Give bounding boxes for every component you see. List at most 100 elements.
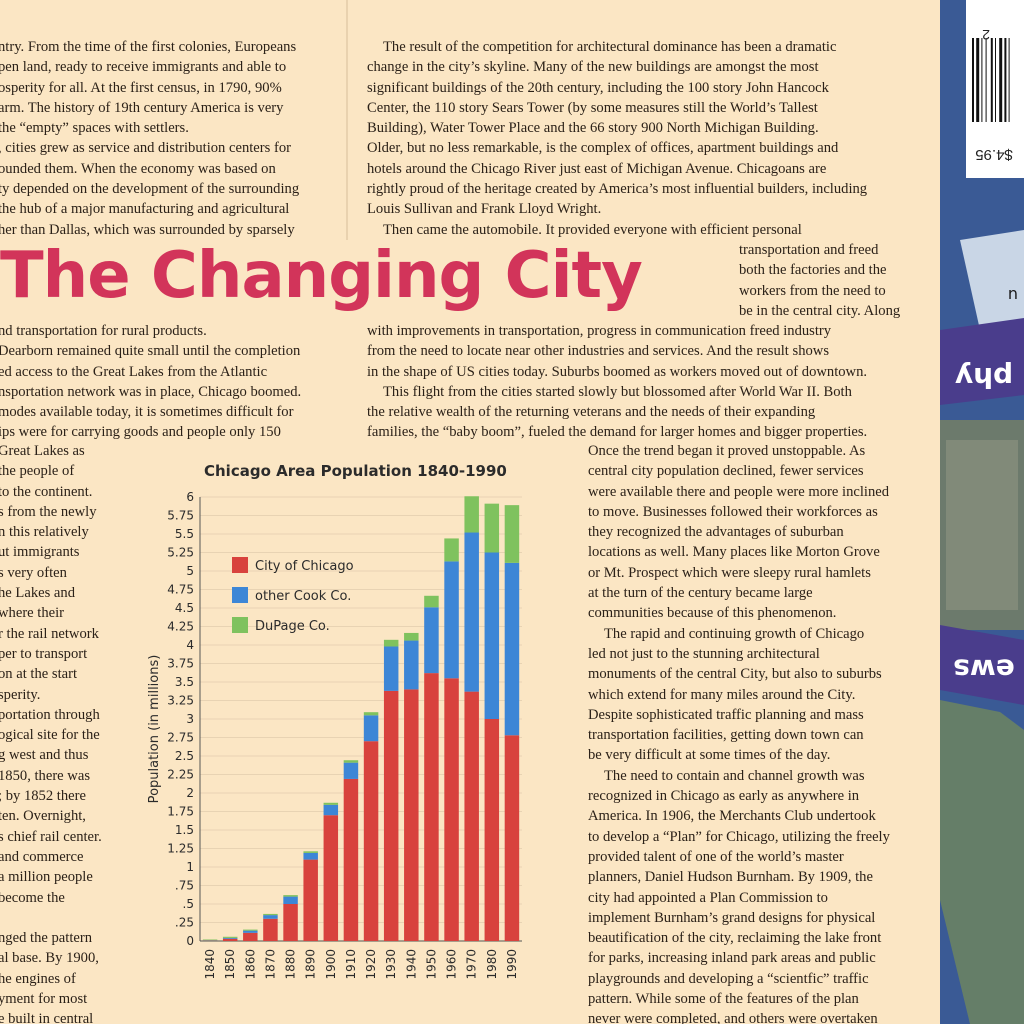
bar-1980-2 xyxy=(484,503,500,553)
price-text: $4.95 xyxy=(975,146,1013,163)
text-line: they recognized the advantages of suburb… xyxy=(588,524,844,541)
bar-1860-2 xyxy=(243,929,258,931)
text-line: ; by 1852 there xyxy=(0,788,86,805)
legend-swatch xyxy=(232,587,248,603)
bar-1880-2 xyxy=(283,895,298,897)
text-line: The need to contain and channel growth w… xyxy=(604,767,865,784)
barcode-stripe xyxy=(976,38,980,122)
bar-1850-2 xyxy=(222,936,238,938)
bar-1840-2 xyxy=(202,939,218,941)
bar-1990-0 xyxy=(504,735,520,941)
text-line: rightly proud of the heritage created by… xyxy=(367,181,868,198)
text-line: where their xyxy=(0,605,65,622)
text-line: Building), Water Tower Place and the 66 … xyxy=(367,120,819,137)
text-line: to move. Businesses followed their workf… xyxy=(588,503,878,520)
text-line: families, the “baby boom”, fueled the de… xyxy=(367,424,868,441)
text-line: Older, but no less remarkable, is the co… xyxy=(367,140,839,157)
text-line: transportation and freed xyxy=(739,242,879,258)
y-tick-label: 1 xyxy=(186,860,194,874)
bar-1890-2 xyxy=(303,851,318,853)
bar-1950-1 xyxy=(424,607,439,674)
bar-1910-0 xyxy=(343,778,359,941)
bar-1960-1 xyxy=(444,561,459,679)
bar-1940-2 xyxy=(404,632,419,641)
text-line: Great Lakes as xyxy=(0,443,85,459)
x-tick-label: 1950 xyxy=(424,949,438,980)
x-tick-label: 1900 xyxy=(324,949,338,980)
bar-1890-1 xyxy=(303,852,318,860)
text-line: Dearborn remained quite small until the … xyxy=(0,343,301,360)
barcode-stripe xyxy=(1008,38,1010,122)
x-tick-label: 1970 xyxy=(465,949,479,980)
barcode-stripe xyxy=(990,38,993,122)
text-line: be very difficult at some times of the d… xyxy=(588,747,831,764)
text-line: s chief rail center. xyxy=(0,828,102,845)
x-tick-label: 1920 xyxy=(364,949,378,980)
bar-1880-1 xyxy=(283,896,298,904)
text-line: hotels around the Chicago River just eas… xyxy=(367,160,827,177)
text-line: osperity for all. At the first census, i… xyxy=(0,79,282,96)
text-line: America. In 1906, the Merchants Club und… xyxy=(588,808,876,825)
x-tick-label: 1990 xyxy=(505,949,519,980)
y-tick-label: 0 xyxy=(186,934,194,948)
text-line: never were completed, and others were ov… xyxy=(588,1011,878,1024)
text-line: on at the start xyxy=(0,666,78,683)
x-tick-label: 1940 xyxy=(404,949,418,980)
cover-edge-art: $4.95 2 phy ews u xyxy=(940,0,1024,1024)
text-line: planners, Daniel Hudson Burnham. By 1909… xyxy=(588,869,873,886)
bar-1940-1 xyxy=(404,640,419,690)
text-line: both the factories and the xyxy=(739,262,887,279)
bar-1910-1 xyxy=(343,762,359,779)
text-line: playgrounds and developing a “scientfic”… xyxy=(588,970,869,987)
land-strip xyxy=(940,700,1024,1024)
x-tick-label: 1930 xyxy=(384,949,398,980)
y-tick-label: 3.75 xyxy=(167,657,194,671)
text-line: e built in central xyxy=(0,1011,94,1024)
violet-band-bottom xyxy=(940,625,1024,705)
y-tick-label: 2 xyxy=(186,786,194,800)
bar-1920-0 xyxy=(363,741,379,941)
bar-1870-0 xyxy=(263,918,278,941)
magazine-page: ntry. From the time of the first colonie… xyxy=(0,0,901,1024)
y-tick-label: 3.25 xyxy=(167,694,194,708)
text-line: ed access to the Great Lakes from the At… xyxy=(0,363,268,380)
bar-1930-2 xyxy=(383,639,399,647)
column-2-title-side-text: transportation and freed both the factori… xyxy=(739,240,900,321)
barcode-stripe xyxy=(972,38,974,122)
cover-letter: u xyxy=(1008,286,1018,305)
bar-1870-2 xyxy=(263,913,278,916)
text-line: a million people xyxy=(0,869,93,886)
text-line: portation through xyxy=(0,706,100,723)
y-tick-label: .75 xyxy=(175,879,194,893)
text-line: s very often xyxy=(0,564,67,581)
bar-1970-2 xyxy=(464,496,479,533)
page-fold xyxy=(346,0,348,240)
shoreline-shape xyxy=(960,230,1024,330)
y-tick-label: 2.25 xyxy=(167,768,194,782)
bar-1970-1 xyxy=(464,532,479,692)
bar-1990-1 xyxy=(504,562,520,736)
barcode-stripe xyxy=(1004,38,1007,122)
text-line: nd transportation for rural products. xyxy=(0,323,207,339)
text-line: nsportation network was in place, Chicag… xyxy=(0,383,302,400)
text-line: ty depended on the development of the su… xyxy=(0,181,300,198)
legend-swatch xyxy=(232,557,248,573)
cover-edge-panel: $4.95 2 phy ews u xyxy=(940,0,1024,1024)
barcode-stripe xyxy=(995,38,996,122)
bar-1850-0 xyxy=(222,938,238,941)
bar-1900-2 xyxy=(323,802,339,805)
column-2-middle-text: with improvements in transportation, pro… xyxy=(367,321,867,443)
text-line: city had appointed a Plan Commission to xyxy=(588,889,828,906)
bar-1960-0 xyxy=(444,678,459,941)
bar-1890-0 xyxy=(303,859,318,941)
bar-1910-2 xyxy=(343,760,359,763)
x-tick-label: 1980 xyxy=(485,949,499,980)
text-line: were available there and people were mor… xyxy=(588,483,890,500)
text-line: with improvements in transportation, pro… xyxy=(367,323,832,339)
x-tick-label: 1890 xyxy=(304,949,318,980)
text-line: which extend for many miles around the C… xyxy=(588,686,856,703)
bar-1900-0 xyxy=(323,815,339,941)
y-tick-label: 1.75 xyxy=(167,805,194,819)
text-line: The result of the competition for archit… xyxy=(383,39,837,55)
text-line: ogical site for the xyxy=(0,727,100,744)
